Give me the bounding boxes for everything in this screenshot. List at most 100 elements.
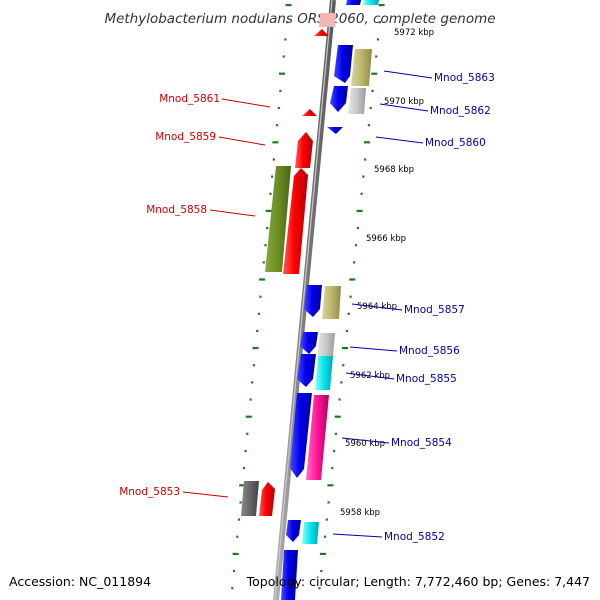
ring-tick xyxy=(264,244,267,247)
gene-label-reverse[interactable]: Mnod_5860 xyxy=(425,137,486,149)
accession-text: Accession: NC_011894 xyxy=(9,574,151,589)
gene-label-reverse[interactable]: Mnod_5857 xyxy=(404,304,465,316)
gene-small-red-top[interactable] xyxy=(314,29,329,36)
ring-tick xyxy=(367,124,370,127)
ring-tick xyxy=(375,55,378,58)
ring-tick xyxy=(364,158,367,161)
gene-label-reverse[interactable]: Mnod_5855 xyxy=(396,373,457,385)
gene-features xyxy=(241,0,379,600)
ring-tick xyxy=(277,106,280,110)
ring-tick xyxy=(265,209,272,212)
ring-tick xyxy=(272,158,275,161)
ring-tick xyxy=(236,535,239,538)
ring-tick xyxy=(237,518,241,521)
ring-tick xyxy=(242,467,246,470)
gene-mnod-5862[interactable] xyxy=(348,88,366,114)
gene-labels-reverse: Mnod_5863 Mnod_5862 Mnod_5860 Mnod_5857 … xyxy=(384,72,495,543)
topology-text: Topology: circular; Length: 7,772,460 bp… xyxy=(246,574,590,589)
gene-labels-forward: Mnod_5861 Mnod_5859 Mnod_5858 Mnod_5853 xyxy=(119,93,220,498)
gene-mnod-5854[interactable] xyxy=(306,395,329,480)
ring-tick xyxy=(376,38,380,41)
ring-tick xyxy=(286,21,289,24)
ring-tick xyxy=(252,347,259,350)
ring-tick xyxy=(320,552,326,555)
gene-label-reverse[interactable]: Mnod_5862 xyxy=(430,105,491,117)
ring-tick xyxy=(279,72,285,75)
ring-tick xyxy=(342,364,345,367)
gene-mnod-5858-red[interactable] xyxy=(283,168,308,274)
gene-label-reverse[interactable]: Mnod_5852 xyxy=(384,531,445,543)
ring-tick xyxy=(232,552,239,555)
gene-mnod-5856-blue[interactable] xyxy=(300,332,318,354)
ring-tick xyxy=(272,141,279,144)
tick-label: 5958 kbp xyxy=(340,508,380,518)
ring-tick xyxy=(249,398,252,401)
ring-tick xyxy=(282,55,285,58)
gene-label-forward[interactable]: Mnod_5853 xyxy=(119,486,180,498)
gene-mnod-5862-blue[interactable] xyxy=(330,86,348,112)
ring-tick xyxy=(342,347,348,350)
ring-tick xyxy=(363,141,370,144)
gene-mnod-5861[interactable] xyxy=(302,109,317,116)
ring-tick xyxy=(320,569,323,573)
gene-partial-top-1[interactable] xyxy=(346,0,361,5)
gene-mnod-5853-gray[interactable] xyxy=(241,481,259,516)
ring-tick xyxy=(244,449,247,453)
ring-tick xyxy=(259,278,266,281)
tick-rings xyxy=(231,4,385,590)
ring-tick xyxy=(232,569,236,573)
gene-mnod-5855[interactable] xyxy=(315,356,333,390)
ring-tick xyxy=(345,329,348,332)
tick-label: 5960 kbp xyxy=(345,439,385,449)
ring-tick xyxy=(259,295,262,298)
ring-tick xyxy=(245,415,252,418)
gene-label-reverse[interactable]: Mnod_5863 xyxy=(434,72,495,84)
gene-mnod-5858[interactable] xyxy=(265,166,291,272)
gene-label-forward[interactable]: Mnod_5861 xyxy=(159,93,220,105)
gene-label-forward[interactable]: Mnod_5858 xyxy=(146,204,207,216)
tick-label: 5968 kbp xyxy=(374,165,414,175)
ring-tick xyxy=(331,467,334,470)
gene-mnod-5857[interactable] xyxy=(322,286,341,319)
ring-tick xyxy=(340,381,343,384)
gene-mnod-5863-blue[interactable] xyxy=(334,45,353,83)
tick-label: 5970 kbp xyxy=(384,97,424,107)
gene-partial-top-2[interactable] xyxy=(363,0,379,5)
gene-partial-top-3[interactable] xyxy=(319,13,336,27)
ring-tick xyxy=(262,261,265,264)
ring-tick xyxy=(318,587,321,590)
ring-tick xyxy=(369,106,372,110)
gene-mnod-5852[interactable] xyxy=(302,522,319,544)
gene-label-reverse[interactable]: Mnod_5856 xyxy=(399,345,460,357)
ring-tick xyxy=(276,124,279,127)
ring-tick xyxy=(239,501,242,504)
gene-label-forward[interactable]: Mnod_5859 xyxy=(155,131,216,143)
ring-tick xyxy=(356,209,363,212)
gene-label-reverse[interactable]: Mnod_5854 xyxy=(391,437,452,449)
ring-tick xyxy=(378,21,381,24)
gene-mnod-5859[interactable] xyxy=(295,132,313,168)
ring-tick xyxy=(327,501,330,504)
gene-mnod-5857-blue[interactable] xyxy=(304,285,322,317)
ring-tick xyxy=(239,484,246,487)
ring-tick xyxy=(246,432,249,435)
gene-partial-bottom[interactable] xyxy=(281,550,298,600)
gene-mnod-5854-blue[interactable] xyxy=(290,393,312,478)
ring-tick xyxy=(360,192,363,195)
ring-tick xyxy=(266,227,269,230)
gene-mnod-5860[interactable] xyxy=(327,127,343,134)
ring-tick xyxy=(349,295,352,298)
map-title: Methylobacterium nodulans ORS 2060, comp… xyxy=(104,11,495,27)
gene-mnod-5863[interactable] xyxy=(351,49,372,86)
tick-label: 5972 kbp xyxy=(394,28,434,38)
ring-tick xyxy=(362,175,365,178)
gene-mnod-5852-blue[interactable] xyxy=(286,520,301,542)
ring-tick xyxy=(231,587,234,590)
genome-backbone xyxy=(273,0,336,600)
gene-mnod-5855-blue[interactable] xyxy=(297,354,316,387)
gene-mnod-5853[interactable] xyxy=(259,482,275,516)
ring-tick xyxy=(371,89,374,92)
ring-tick xyxy=(257,312,260,315)
gene-mnod-5856[interactable] xyxy=(317,333,335,356)
